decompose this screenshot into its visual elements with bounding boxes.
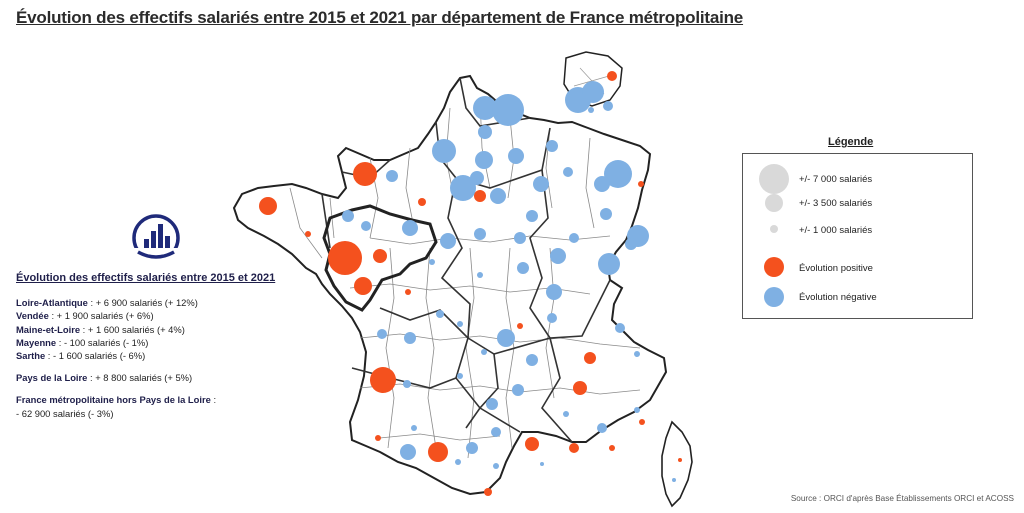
source-note: Source : ORCI d'après Base Établissement… bbox=[790, 494, 1014, 503]
legend-positive: Évolution positive bbox=[743, 254, 972, 282]
stats-panel: Évolution des effectifs salariés entre 2… bbox=[16, 272, 276, 420]
legend-circle-medium bbox=[765, 194, 783, 212]
legend-circle-small bbox=[770, 225, 778, 233]
france-map bbox=[232, 51, 693, 508]
stat-loire-atlantique: Loire-Atlantique : + 6 900 salariés (+ 1… bbox=[16, 297, 198, 309]
stat-france-label: France métropolitaine hors Pays de la Lo… bbox=[16, 394, 217, 406]
stats-title: Évolution des effectifs salariés entre 2… bbox=[16, 272, 276, 284]
legend-negative: Évolution négative bbox=[743, 284, 972, 312]
legend-circle-large bbox=[759, 164, 789, 194]
pays-de-la-loire-outline bbox=[322, 204, 438, 312]
map-title: Évolution des effectifs salariés entre 2… bbox=[16, 8, 744, 27]
france-outline bbox=[232, 74, 693, 508]
stat-france-value: - 62 900 salariés (- 3%) bbox=[16, 407, 114, 419]
legend-size-medium: +/- 3 500 salariés bbox=[743, 192, 972, 220]
stat-maine-et-loire: Maine-et-Loire : + 1 600 salariés (+ 4%) bbox=[16, 323, 185, 335]
legend-circle-negative bbox=[764, 287, 784, 307]
legend-size-large: +/- 7 000 salariés bbox=[743, 164, 972, 194]
stat-mayenne: Mayenne : - 100 salariés (- 1%) bbox=[16, 336, 149, 348]
legend-circle-positive bbox=[764, 257, 784, 277]
department-bubbles bbox=[259, 71, 682, 496]
legend-title: Légende bbox=[828, 136, 874, 148]
legend-size-small: +/- 1 000 salariés bbox=[743, 220, 972, 248]
stat-sarthe: Sarthe : - 1 600 salariés (- 6%) bbox=[16, 350, 146, 362]
stat-vendee: Vendée : + 1 900 salariés (+ 6%) bbox=[16, 310, 154, 322]
stat-pays-de-la-loire: Pays de la Loire : + 8 800 salariés (+ 5… bbox=[16, 372, 193, 384]
legend-box: +/- 7 000 salariés +/- 3 500 salariés +/… bbox=[742, 153, 973, 319]
orci-logo bbox=[132, 214, 180, 264]
